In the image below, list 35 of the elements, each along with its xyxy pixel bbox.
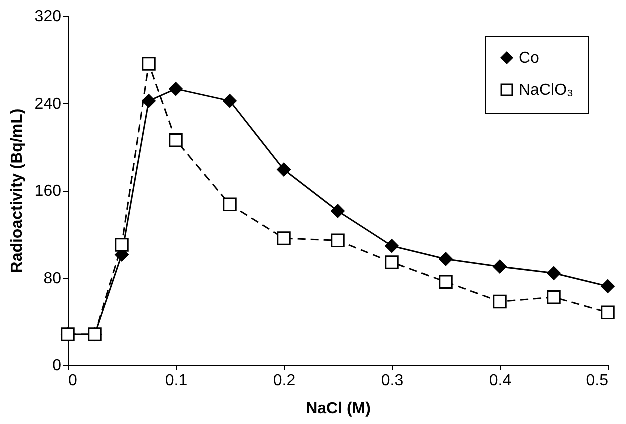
x-tick-label: 0.5	[586, 372, 609, 390]
point	[331, 204, 345, 218]
x-tick-label: 0.1	[165, 372, 188, 390]
legend-label: Co	[519, 50, 540, 67]
point	[601, 280, 615, 294]
point	[439, 275, 453, 289]
point	[439, 252, 453, 266]
y-tick-label: 240	[34, 96, 62, 113]
x-axis-title: NaCl (M)	[306, 400, 371, 418]
point	[547, 290, 561, 304]
x-tick-label: 0.2	[273, 372, 296, 390]
point	[331, 234, 345, 248]
point	[223, 198, 237, 212]
x-tick-label: 0.4	[489, 372, 512, 390]
point	[169, 133, 183, 148]
point	[493, 294, 507, 309]
point	[385, 239, 399, 253]
point	[169, 82, 183, 96]
point	[115, 238, 129, 252]
y-tick-label: 80	[44, 270, 62, 288]
x-tick-label: 0	[68, 372, 78, 390]
point	[142, 94, 156, 108]
y-tick-label: 160	[34, 183, 62, 200]
x-tick-label: 0.3	[381, 372, 404, 390]
y-tick-label: 320	[34, 8, 62, 26]
point	[277, 162, 291, 177]
point	[223, 94, 237, 108]
point	[385, 256, 399, 270]
point	[142, 57, 156, 71]
y-axis-title: Radioactivity (Bq/mL)	[8, 108, 26, 274]
legend-label: NaClO₃	[519, 82, 574, 99]
point	[493, 260, 507, 274]
point	[277, 232, 291, 246]
y-tick-label: 0	[52, 358, 62, 374]
point	[547, 266, 561, 280]
